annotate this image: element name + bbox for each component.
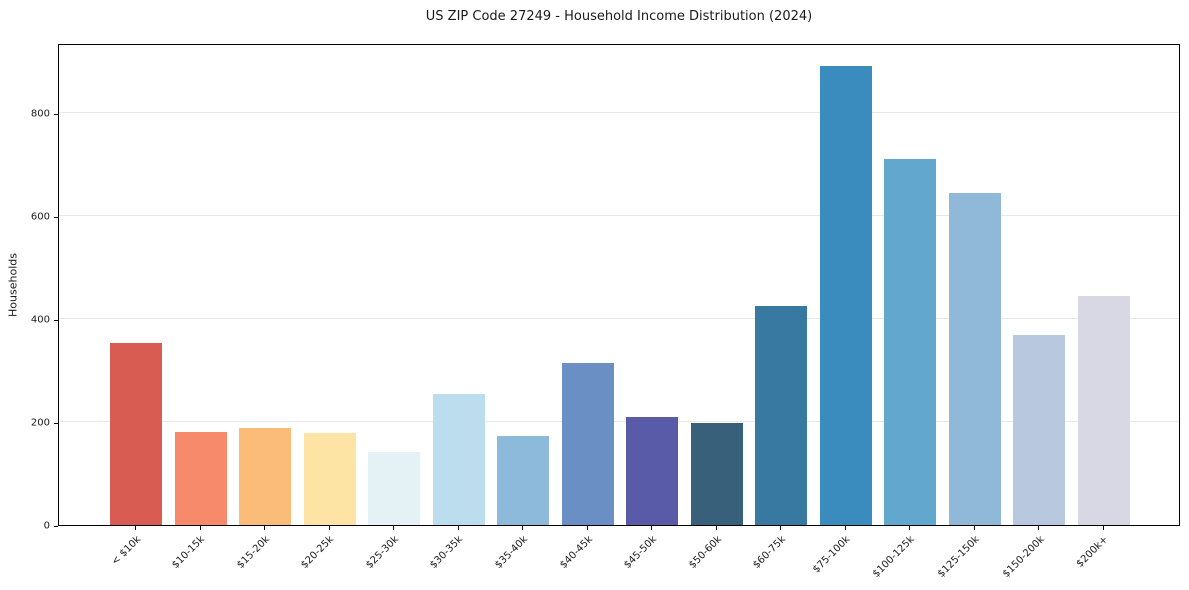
x-tick-mark-$25-30k [393, 526, 395, 530]
bar-< $10k [110, 343, 162, 525]
gridline-y-200 [59, 420, 1179, 422]
x-tick-label-$200k+: $200k+ [1074, 534, 1111, 570]
bar-$125-150k [948, 192, 1001, 525]
x-tick-mark-$40-45k [586, 526, 588, 530]
bar-$10-15k [174, 432, 227, 525]
y-tick-label-0: 0 [43, 520, 50, 532]
bar-$150-200k [1013, 335, 1066, 525]
gridline-y-800 [59, 111, 1179, 113]
y-tick-label-600: 600 [30, 211, 50, 223]
x-tick-mark-$30-35k [457, 526, 459, 530]
x-tick-label-$75-100k: $75-100k [811, 534, 853, 576]
x-tick-mark-< $10k [135, 526, 136, 530]
x-tick-label-$100-125k: $100-125k [871, 534, 918, 580]
bar-$40-45k [561, 362, 614, 525]
y-tick-mark-0 [54, 526, 58, 527]
x-tick-label-$25-30k: $25-30k [363, 534, 401, 571]
x-tick-mark-$15-20k [264, 526, 266, 530]
gridline-y-400 [59, 317, 1179, 319]
plot-area [58, 44, 1180, 526]
x-tick-mark-$200k+ [1103, 526, 1104, 530]
y-axis-label: Households [6, 253, 20, 317]
x-tick-mark-$50-60k [715, 526, 717, 530]
y-tick-mark-800 [54, 113, 58, 115]
gridline-y-600 [59, 214, 1179, 216]
x-tick-mark-$35-40k [522, 526, 524, 530]
x-tick-mark-$75-100k [844, 526, 846, 530]
y-tick-label-200: 200 [30, 417, 50, 429]
bar-$45-50k [626, 417, 679, 525]
bar-$100-125k [884, 159, 937, 525]
bar-$30-35k [432, 393, 485, 525]
x-tick-label-$10-15k: $10-15k [170, 534, 208, 571]
y-tick-mark-600 [54, 216, 58, 218]
y-tick-label-800: 800 [30, 108, 50, 120]
bar-$60-75k [755, 305, 808, 525]
chart-title: US ZIP Code 27249 - Household Income Dis… [425, 9, 813, 24]
bar-$35-40k [497, 436, 550, 525]
bar-$25-30k [368, 451, 421, 525]
x-tick-mark-$125-150k [973, 526, 975, 530]
x-tick-mark-$100-125k [909, 526, 911, 530]
y-tick-mark-400 [54, 319, 58, 321]
x-tick-mark-$60-75k [780, 526, 782, 530]
x-tick-label-$150-200k: $150-200k [1000, 534, 1047, 580]
bar-$15-20k [239, 428, 292, 525]
bar-$50-60k [690, 423, 743, 525]
bar-$75-100k [819, 66, 872, 525]
x-tick-label-$40-45k: $40-45k [557, 534, 595, 571]
y-tick-mark-200 [54, 422, 58, 424]
x-tick-label-$15-20k: $15-20k [234, 534, 272, 571]
x-tick-label-$60-75k: $60-75k [751, 534, 789, 571]
x-tick-label-$20-25k: $20-25k [299, 534, 337, 571]
x-tick-mark-$20-25k [328, 526, 330, 530]
x-tick-label-< $10k: < $10k [109, 534, 143, 568]
x-tick-label-$50-60k: $50-60k [686, 534, 724, 571]
x-tick-mark-$150-200k [1038, 526, 1040, 530]
x-tick-label-$35-40k: $35-40k [493, 534, 530, 571]
x-tick-label-$45-50k: $45-50k [622, 534, 660, 571]
x-tick-mark-$10-15k [199, 526, 201, 530]
bar-$20-25k [303, 433, 356, 525]
bar-$200k+ [1078, 295, 1130, 525]
x-tick-label-$30-35k: $30-35k [428, 534, 466, 571]
y-tick-label-400: 400 [30, 314, 50, 326]
x-tick-label-$125-150k: $125-150k [935, 534, 982, 580]
x-tick-mark-$45-50k [651, 526, 653, 530]
